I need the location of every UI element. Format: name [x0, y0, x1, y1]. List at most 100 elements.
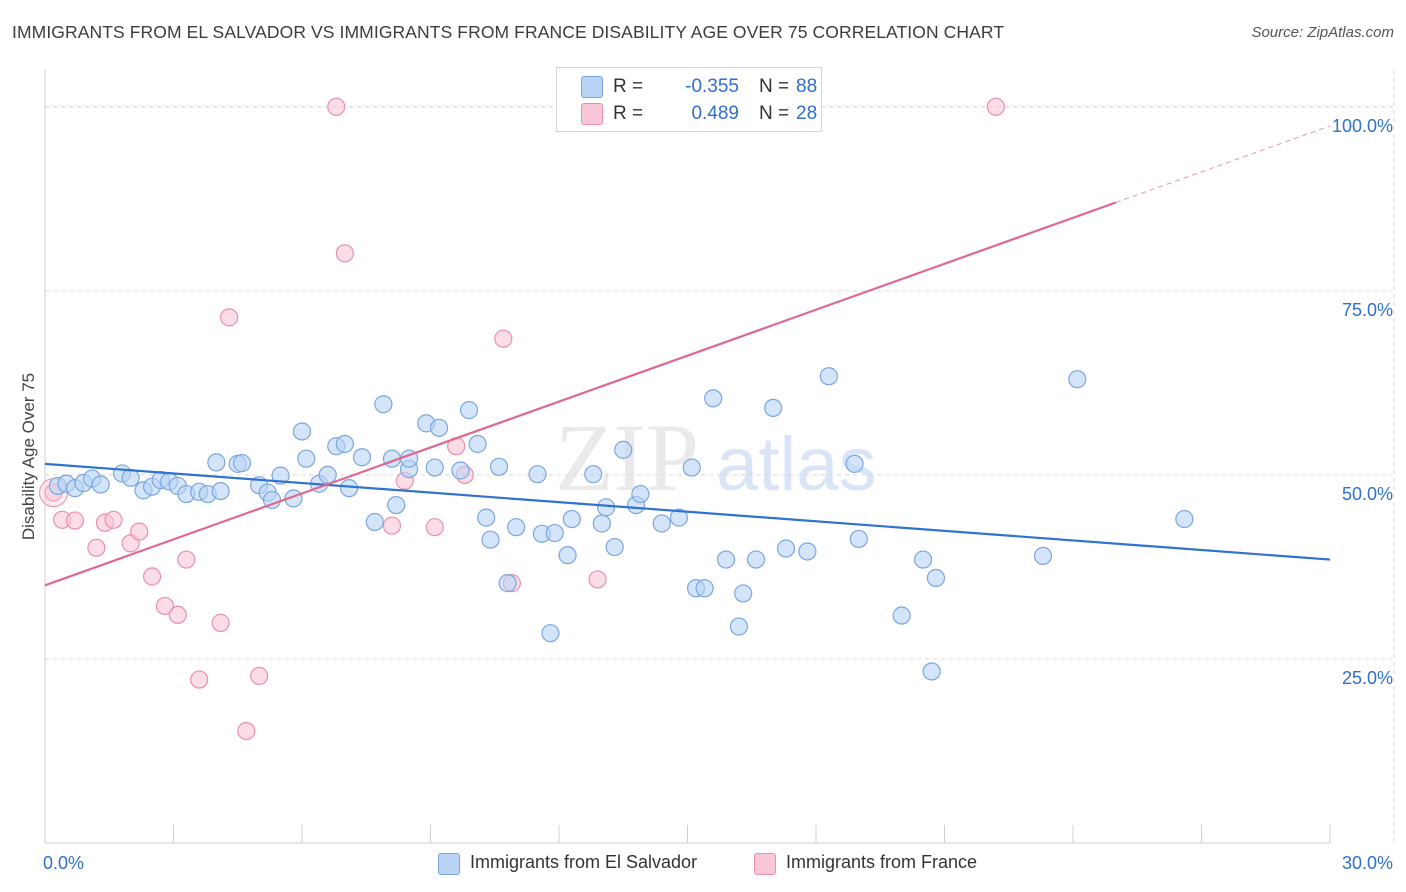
source-label: Source: ZipAtlas.com: [1251, 24, 1394, 41]
data-point: [494, 329, 513, 348]
data-point: [704, 389, 723, 408]
data-point: [746, 550, 766, 569]
legend-swatch-pink: [581, 103, 603, 125]
data-point: [237, 721, 256, 741]
data-point: [913, 550, 933, 569]
data-point: [597, 498, 616, 517]
n-value: 28: [796, 103, 818, 124]
r-label: R =: [613, 76, 644, 97]
data-point: [104, 510, 123, 529]
x-tick-label: 30.0%: [1342, 853, 1393, 873]
data-point: [220, 308, 239, 327]
data-point: [142, 567, 162, 586]
data-point: [451, 461, 470, 480]
data-point: [845, 454, 864, 473]
data-point: [481, 530, 500, 549]
data-point: [986, 97, 1006, 116]
axes: [44, 70, 1331, 844]
data-point: [382, 516, 402, 535]
data-point: [669, 508, 689, 527]
legend-label: Immigrants from El Salvador: [470, 852, 698, 872]
legend-swatch-blue: [438, 853, 460, 875]
data-point: [1068, 370, 1087, 389]
data-point: [335, 434, 354, 454]
trend-line: [44, 462, 1331, 561]
data-point: [211, 482, 230, 501]
data-point: [340, 479, 359, 498]
data-point: [695, 579, 714, 598]
data-point: [318, 465, 337, 485]
data-point: [459, 401, 479, 420]
data-point: [477, 508, 496, 527]
n-label: N =: [759, 76, 790, 97]
data-point: [631, 484, 650, 504]
data-point: [819, 367, 838, 386]
series-france-points: [39, 97, 1006, 741]
data-point: [468, 434, 487, 454]
legend-swatch-blue: [581, 76, 603, 98]
tick-labels: 25.0% 50.0% 75.0% 100.0% 0.0% 30.0% Disability…: [19, 116, 1393, 873]
data-point: [729, 617, 749, 636]
data-point: [425, 458, 444, 477]
data-point: [130, 522, 149, 541]
r-value: -0.355: [685, 76, 739, 97]
data-point: [652, 514, 671, 533]
data-point: [798, 542, 817, 561]
data-point: [528, 465, 547, 484]
data-point: [87, 538, 106, 557]
data-point: [849, 529, 868, 549]
trend-line-extension: [1115, 125, 1331, 204]
data-point: [352, 448, 372, 467]
data-point: [374, 395, 393, 414]
y-tick-label: 25.0%: [1342, 668, 1393, 688]
data-point: [682, 458, 701, 477]
data-point: [292, 422, 312, 441]
n-value: 88: [796, 76, 818, 97]
y-tick-label: 75.0%: [1342, 300, 1393, 320]
data-point: [926, 568, 946, 588]
data-point: [498, 574, 517, 593]
data-point: [558, 546, 577, 565]
data-point: [584, 465, 603, 484]
data-point: [232, 454, 252, 473]
data-point: [605, 537, 624, 557]
r-label: R =: [613, 103, 644, 124]
data-point: [335, 244, 354, 263]
data-point: [425, 518, 444, 537]
data-point: [387, 495, 406, 515]
data-point: [121, 468, 140, 487]
legend-swatch-pink: [754, 853, 776, 875]
data-point: [545, 523, 564, 543]
y-tick-label: 50.0%: [1342, 484, 1393, 504]
data-point: [91, 475, 110, 494]
data-point: [507, 518, 526, 537]
legend-label: Immigrants from France: [786, 852, 978, 872]
data-point: [562, 509, 581, 529]
chart-title: IMMIGRANTS FROM EL SALVADOR VS IMMIGRANT…: [12, 22, 1005, 42]
trend-lines: [44, 125, 1331, 587]
data-point: [614, 440, 633, 459]
data-point: [716, 550, 736, 569]
data-point: [211, 613, 230, 632]
series-el-salvador-points: [48, 367, 1194, 681]
data-point: [489, 457, 509, 476]
y-axis-label: Disability Age Over 75: [19, 373, 38, 540]
data-point: [1175, 509, 1194, 529]
data-point: [734, 584, 753, 603]
y-tick-label: 100.0%: [1332, 116, 1393, 136]
data-point: [541, 624, 560, 643]
data-point: [327, 97, 346, 116]
data-point: [190, 670, 209, 689]
data-point: [1033, 546, 1053, 565]
x-tick-label: 0.0%: [43, 853, 84, 873]
data-point: [297, 449, 316, 468]
data-point: [207, 453, 226, 472]
data-point: [588, 570, 607, 589]
trend-line: [44, 201, 1117, 587]
data-point: [776, 539, 796, 558]
data-point: [262, 490, 282, 510]
data-point: [168, 605, 187, 624]
n-label: N =: [759, 103, 790, 124]
data-point: [177, 550, 196, 569]
